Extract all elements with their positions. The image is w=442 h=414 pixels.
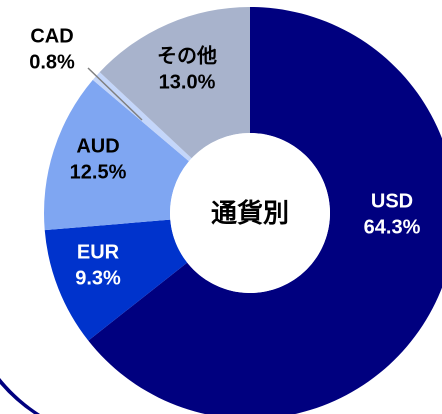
slice bbox=[43, 79, 189, 231]
value-label: 9.3% bbox=[75, 267, 121, 289]
category-label: その他 bbox=[157, 43, 217, 67]
neighbor-chart-fragment bbox=[0, 378, 40, 414]
category-label: AUD bbox=[76, 135, 119, 157]
value-label: 13.0% bbox=[159, 71, 216, 93]
slice bbox=[88, 7, 442, 414]
category-label: CAD bbox=[30, 25, 73, 47]
slice bbox=[92, 72, 192, 162]
slice bbox=[44, 219, 188, 341]
value-label: 64.3% bbox=[364, 216, 421, 238]
category-label: EUR bbox=[77, 241, 120, 263]
slices bbox=[43, 7, 442, 414]
slice bbox=[99, 7, 250, 159]
donut-hole bbox=[170, 133, 330, 293]
center-label: 通貨別 bbox=[211, 198, 289, 228]
value-label: 12.5% bbox=[70, 161, 127, 183]
category-label: USD bbox=[371, 190, 413, 212]
value-label: 0.8% bbox=[29, 51, 75, 73]
leader-line bbox=[87, 67, 143, 121]
